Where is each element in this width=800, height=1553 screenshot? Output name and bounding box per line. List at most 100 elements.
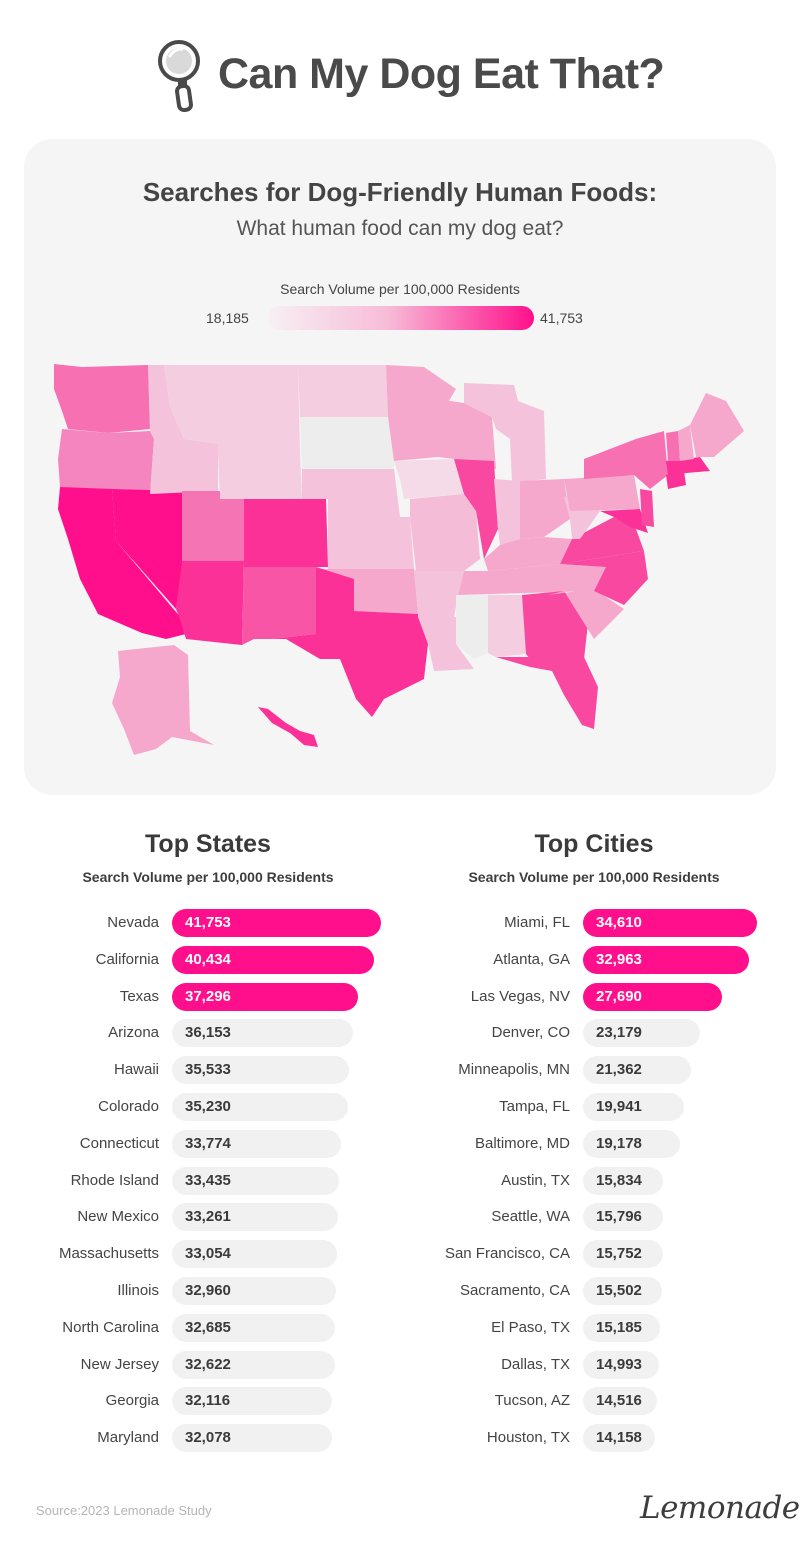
bar-value-label: 15,834	[596, 1171, 642, 1189]
map-state-missouri	[410, 494, 480, 571]
map-state-south-dakota	[300, 417, 394, 469]
bar-value-label: 33,054	[185, 1245, 231, 1263]
bar-category-label: Minneapolis, MN	[458, 1061, 570, 1079]
map-state-wyoming	[218, 454, 302, 499]
bar-value-label: 40,434	[185, 950, 231, 968]
bar-value-label: 23,179	[596, 1024, 642, 1042]
legend-max-label: 41,753	[540, 310, 583, 326]
map-state-kansas	[328, 517, 414, 569]
bar-category-label: Massachusetts	[58, 1245, 159, 1263]
bar-category-label: Rhode Island	[70, 1171, 159, 1189]
bar-row: Atlanta, GA 32,963	[0, 945, 800, 974]
source-note: Source:2023 Lemonade Study	[36, 1503, 212, 1518]
map-state-virginia	[560, 517, 644, 564]
map-state-kentucky	[484, 537, 572, 571]
bar-value-label: 15,185	[596, 1318, 642, 1336]
map-state-minnesota	[386, 365, 456, 461]
bar-category-label: Maryland	[97, 1429, 159, 1447]
map-state-massachusetts	[666, 457, 710, 475]
lemonade-logo: Lemonade	[640, 1490, 800, 1526]
map-state-washington	[54, 364, 150, 433]
bar-category-label: Miami, FL	[504, 914, 570, 931]
bar	[583, 982, 723, 1011]
bar-category-label: Seattle, WA	[491, 1208, 570, 1226]
bar-category-label: Denver, CO	[491, 1024, 570, 1042]
bar-row: Miami, FL 34,610	[0, 909, 800, 937]
bar	[583, 909, 757, 937]
map-state-new-mexico	[242, 567, 316, 645]
bar-category-label: El Paso, TX	[491, 1318, 570, 1336]
map-state-wisconsin	[438, 399, 496, 469]
bar	[172, 1056, 350, 1085]
map-card: Searches for Dog-Friendly Human Foods: W…	[24, 139, 776, 795]
bar-row: Arizona 36,153	[0, 1019, 800, 1048]
map-state-arkansas	[414, 569, 464, 617]
map-state-michigan	[464, 383, 546, 483]
map-state-alabama	[488, 595, 526, 657]
bar-row: San Francisco, CA 15,752	[0, 1240, 800, 1269]
bar-category-label: New Jersey	[80, 1355, 159, 1373]
map-state-utah	[182, 491, 244, 561]
bar-row: Georgia 32,116	[0, 1387, 800, 1416]
map-state-california	[58, 487, 186, 639]
map-state-ohio	[520, 479, 570, 539]
map-subtitle: What human food can my dog eat?	[236, 217, 564, 240]
legend-min-label: 18,185	[206, 310, 249, 326]
map-state-iowa	[394, 459, 464, 499]
map-state-montana	[164, 365, 300, 454]
map-state-hawaii	[258, 707, 318, 747]
bar	[583, 1129, 681, 1158]
map-state-louisiana	[418, 617, 474, 671]
bar	[583, 1277, 662, 1305]
bar	[172, 1093, 348, 1121]
bar	[172, 1166, 339, 1195]
bar-row: Texas 37,296	[0, 982, 800, 1011]
bar-category-label: New Mexico	[77, 1208, 159, 1226]
map-state-mississippi	[456, 595, 488, 659]
bar-category-label: San Francisco, CA	[444, 1245, 570, 1263]
bar	[583, 1019, 700, 1048]
bar	[583, 1387, 657, 1416]
bar-value-label: 15,796	[596, 1208, 642, 1226]
top-states-subtitle: Search Volume per 100,000 Residents	[82, 869, 334, 885]
bar	[172, 1129, 341, 1158]
bar	[172, 1387, 333, 1416]
bar-row: Sacramento, CA 15,502	[0, 1277, 800, 1305]
map-state-new-jersey	[640, 489, 654, 527]
map-state-north-dakota	[298, 365, 388, 417]
map-state-colorado	[244, 499, 328, 567]
map-state-north-carolina	[560, 551, 648, 605]
us-choropleth-map	[54, 364, 744, 755]
bar-value-label: 27,690	[596, 987, 642, 1005]
bar	[172, 982, 359, 1011]
bar-row: Rhode Island 33,435	[0, 1166, 800, 1195]
bar	[172, 1240, 337, 1269]
bar-row: Dallas, TX 14,993	[0, 1350, 800, 1379]
bar-value-label: 15,752	[596, 1245, 642, 1263]
bar-category-label: Austin, TX	[501, 1171, 570, 1189]
bar	[583, 1203, 664, 1232]
map-state-vermont	[666, 431, 680, 461]
map-state-nebraska	[302, 469, 400, 517]
bar-row: California 40,434	[0, 945, 800, 974]
bar-value-label: 32,963	[596, 950, 642, 968]
bar-category-label: Sacramento, CA	[459, 1282, 570, 1299]
bar-row: Connecticut 33,774	[0, 1129, 800, 1158]
map-state-alaska	[112, 645, 214, 755]
bar-row: Seattle, WA 15,796	[0, 1203, 800, 1232]
map-state-oklahoma	[316, 569, 418, 614]
bar	[583, 1424, 655, 1453]
bar	[172, 1350, 335, 1379]
bar-row: New Jersey 32,622	[0, 1350, 800, 1379]
bar-row: Austin, TX 15,834	[0, 1166, 800, 1195]
bar-category-label: Georgia	[105, 1392, 159, 1410]
bar-row: Tucson, AZ 14,516	[0, 1387, 800, 1416]
bar-value-label: 19,941	[596, 1098, 642, 1115]
bar-value-label: 35,533	[185, 1061, 231, 1079]
map-state-texas	[272, 567, 428, 717]
bar-row: Houston, TX 14,158	[0, 1424, 800, 1453]
bar-category-label: Tucson, AZ	[494, 1392, 570, 1410]
bar-value-label: 33,774	[185, 1134, 231, 1152]
bar-row: Denver, CO 23,179	[0, 1019, 800, 1048]
map-state-idaho	[148, 365, 218, 494]
